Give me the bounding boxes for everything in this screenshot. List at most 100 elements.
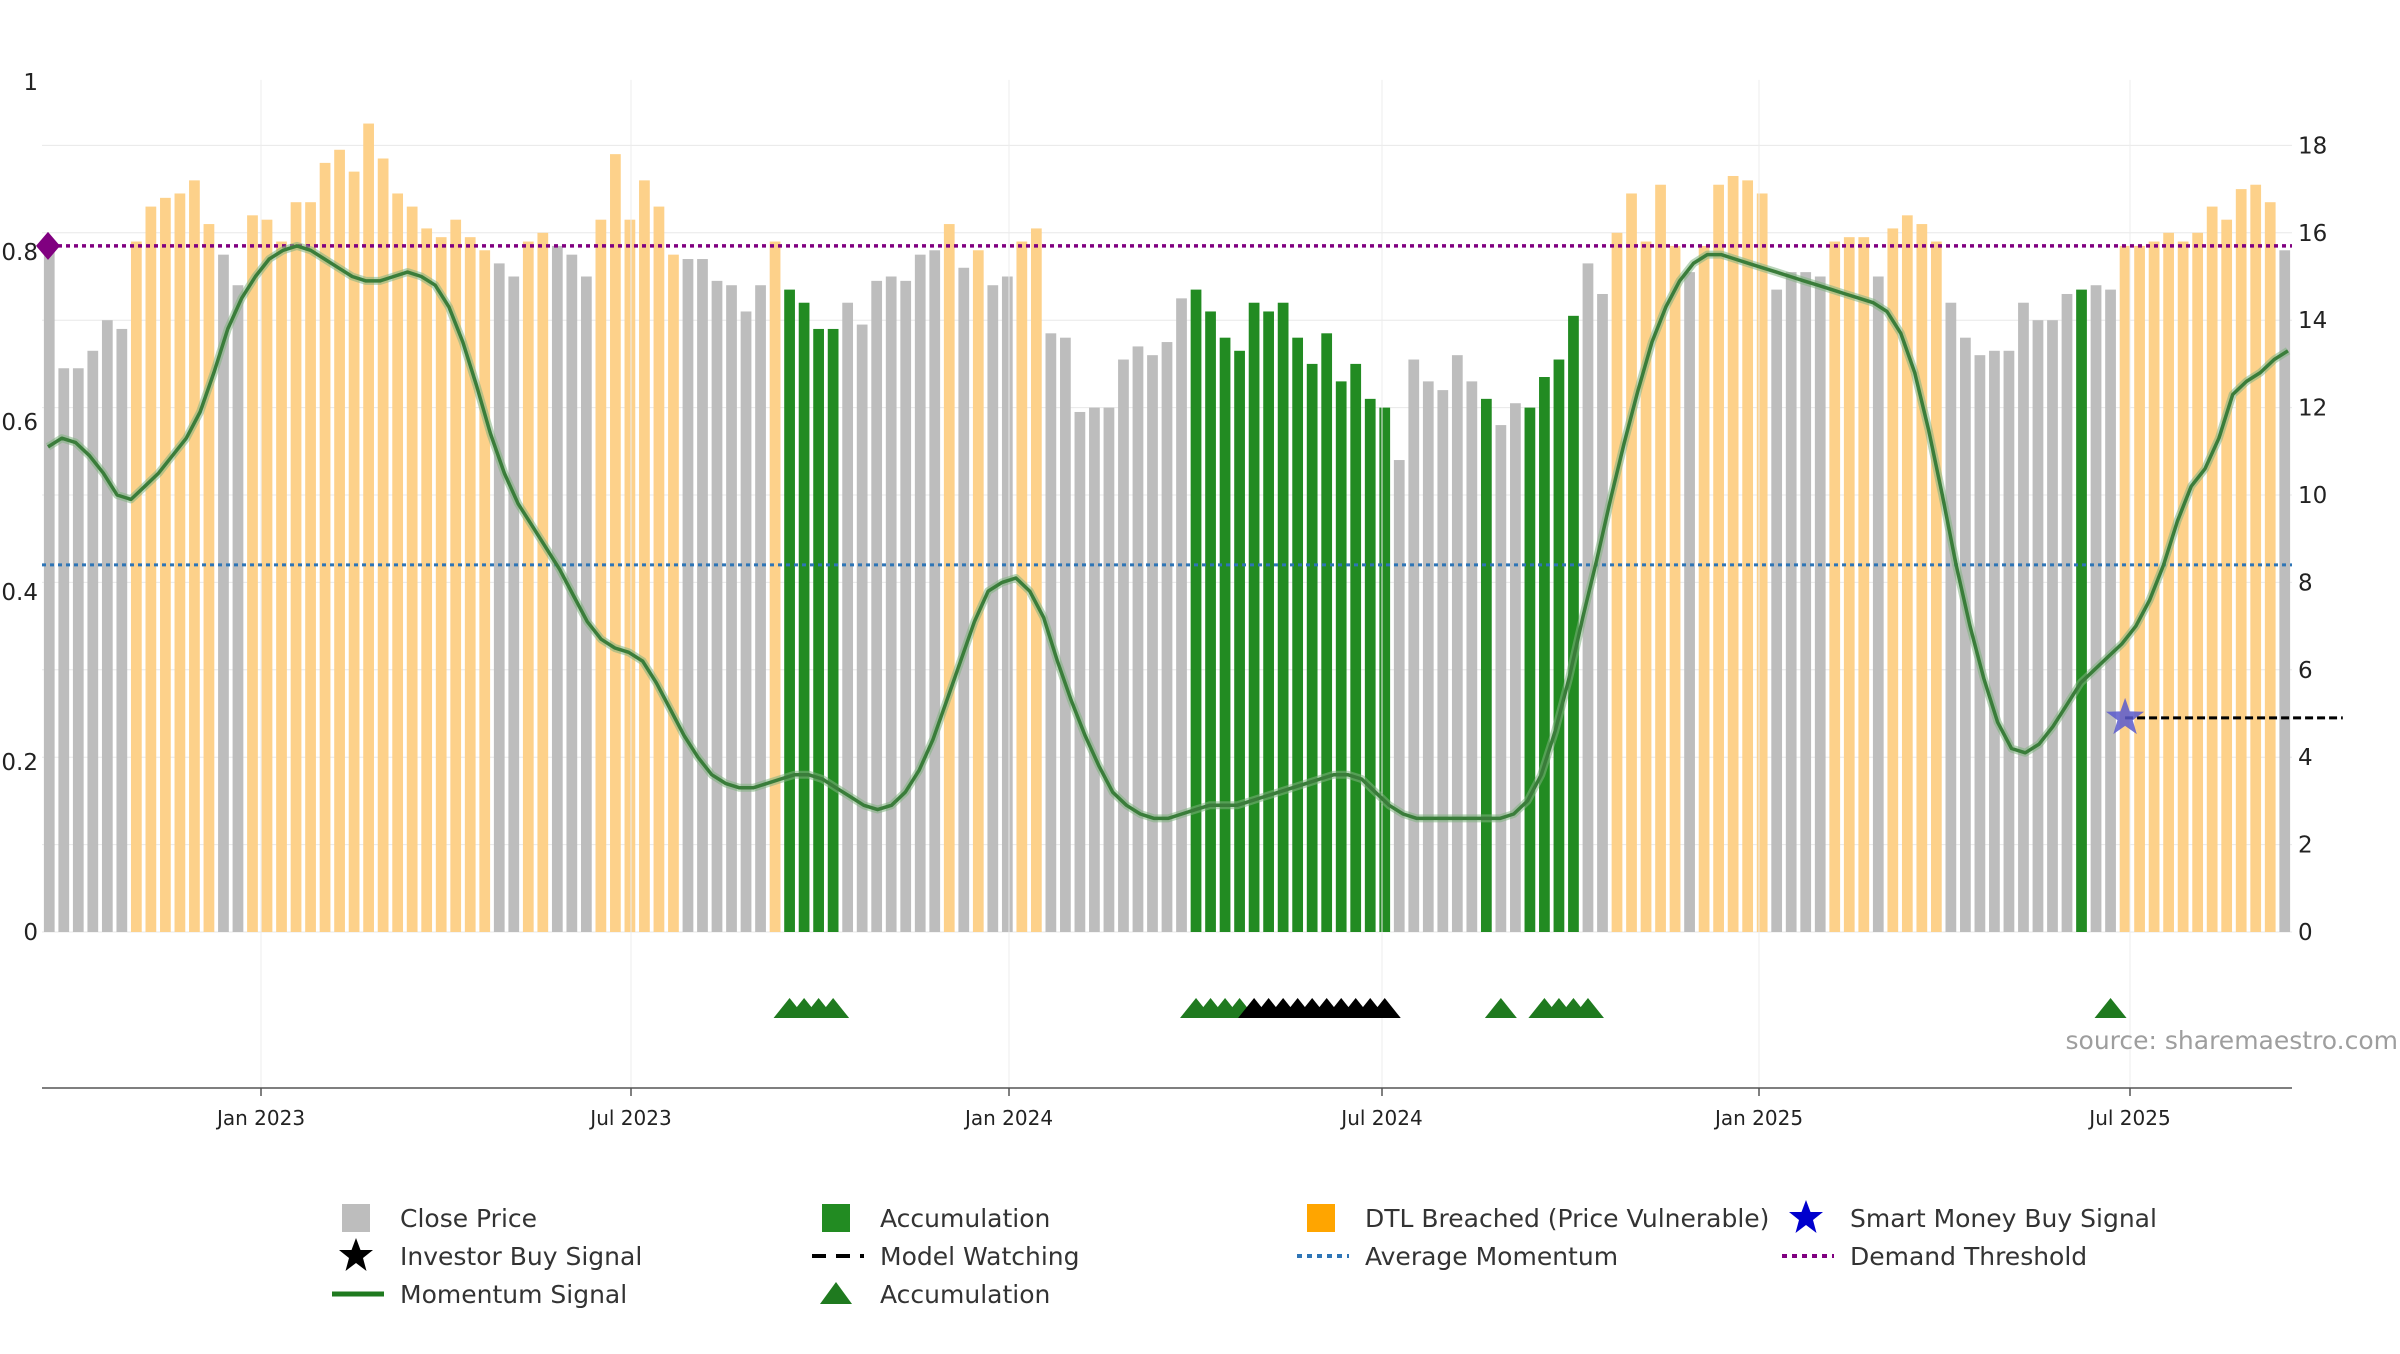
bar xyxy=(2047,320,2058,932)
bar xyxy=(1495,425,1507,932)
bar xyxy=(2061,293,2073,933)
legend-item-accumulation-triangle: Accumulation xyxy=(810,1276,1050,1312)
bar xyxy=(682,259,694,932)
bar xyxy=(1219,337,1231,932)
accumulation-marker xyxy=(817,998,850,1018)
left-tick-label: 0.8 xyxy=(1,240,38,266)
bar xyxy=(929,250,941,932)
bar xyxy=(1292,337,1304,932)
bar xyxy=(1727,175,1739,933)
legend-label: Accumulation xyxy=(880,1203,1051,1233)
bar xyxy=(726,285,737,932)
x-tick-label: Jul 2024 xyxy=(1339,1106,1422,1130)
bar xyxy=(1451,355,1463,932)
smart-money-buy-signal-star xyxy=(2106,697,2145,735)
bar xyxy=(2134,245,2145,932)
bar xyxy=(72,368,84,932)
bar xyxy=(2163,232,2174,933)
bar xyxy=(740,311,752,933)
bar xyxy=(2192,232,2204,933)
bar xyxy=(319,162,331,932)
bar xyxy=(972,250,984,932)
bar xyxy=(1147,355,1158,932)
bar xyxy=(130,241,142,933)
legend-label: Average Momentum xyxy=(1365,1241,1619,1271)
right-tick-label: 4 xyxy=(2298,745,2313,771)
bar xyxy=(1335,381,1347,932)
legend-star-black-icon xyxy=(330,1238,386,1274)
right-tick-label: 2 xyxy=(2298,833,2313,859)
bar xyxy=(450,219,462,932)
bar xyxy=(1553,359,1565,932)
legend-dotted-purple-icon xyxy=(1780,1238,1836,1274)
bar xyxy=(1393,460,1405,932)
bar xyxy=(464,237,476,933)
bar xyxy=(145,206,157,932)
bar xyxy=(1234,350,1245,932)
bar xyxy=(479,250,491,932)
bar xyxy=(769,241,781,933)
bar xyxy=(1364,398,1376,932)
right-tick-label: 18 xyxy=(2298,133,2327,159)
bar xyxy=(2206,206,2218,932)
bar xyxy=(1510,403,1521,933)
bar xyxy=(610,154,621,932)
bar xyxy=(406,206,418,932)
bar xyxy=(1190,289,1202,932)
bar xyxy=(421,228,433,932)
bar xyxy=(755,285,766,932)
legend-item-momentum-signal: Momentum Signal xyxy=(330,1276,627,1312)
legend-label: Close Price xyxy=(400,1203,538,1233)
bar xyxy=(580,276,592,932)
legend-label: Momentum Signal xyxy=(400,1279,628,1309)
bar xyxy=(1103,407,1115,933)
bar xyxy=(653,206,665,932)
legend-item-model-watching: Model Watching xyxy=(810,1238,1080,1274)
legend-item-dtl-breached: DTL Breached (Price Vulnerable) xyxy=(1295,1200,1769,1236)
bar xyxy=(914,254,926,932)
right-tick-label: 12 xyxy=(2298,396,2327,422)
bar xyxy=(1422,381,1434,932)
x-tick-label: Jan 2025 xyxy=(1713,1106,1803,1130)
bar xyxy=(900,280,912,932)
bar xyxy=(1930,241,1942,933)
bar xyxy=(1626,193,1637,933)
right-tick-label: 14 xyxy=(2298,308,2327,334)
bar xyxy=(2076,289,2087,932)
bar xyxy=(116,328,128,932)
bar xyxy=(1205,311,1216,933)
bar xyxy=(2221,219,2233,932)
bar xyxy=(1974,355,1986,932)
bar xyxy=(1118,359,1129,932)
left-tick-label: 0.6 xyxy=(1,410,38,436)
bar xyxy=(1742,180,1754,933)
bar xyxy=(987,285,999,932)
bar xyxy=(189,180,200,933)
right-tick-label: 6 xyxy=(2298,658,2313,684)
legend-label: DTL Breached (Price Vulnerable) xyxy=(1365,1203,1770,1233)
legend-label: Investor Buy Signal xyxy=(400,1241,643,1271)
x-tick-label: Jan 2024 xyxy=(963,1106,1053,1130)
bar xyxy=(1858,237,1870,933)
legend-item-close-price: Close Price xyxy=(330,1200,537,1236)
bar xyxy=(1901,215,1913,932)
bar xyxy=(1829,241,1841,933)
bar xyxy=(2032,320,2044,932)
bar xyxy=(551,245,563,932)
bar xyxy=(784,289,795,932)
bar xyxy=(2090,285,2102,932)
bar xyxy=(1960,337,1971,932)
bar xyxy=(1756,193,1768,933)
legend: Close Price Investor Buy Signal Momentum… xyxy=(0,1200,2400,1330)
x-tick-label: Jul 2025 xyxy=(2087,1106,2170,1130)
bar xyxy=(1437,390,1449,932)
bar xyxy=(1379,407,1391,933)
demand-threshold-marker xyxy=(36,231,60,260)
bar xyxy=(697,259,708,932)
bar xyxy=(1655,184,1666,933)
bar xyxy=(1306,363,1318,932)
legend-line-green-icon xyxy=(330,1276,386,1312)
bar xyxy=(1945,302,1957,933)
bar xyxy=(1713,184,1724,933)
